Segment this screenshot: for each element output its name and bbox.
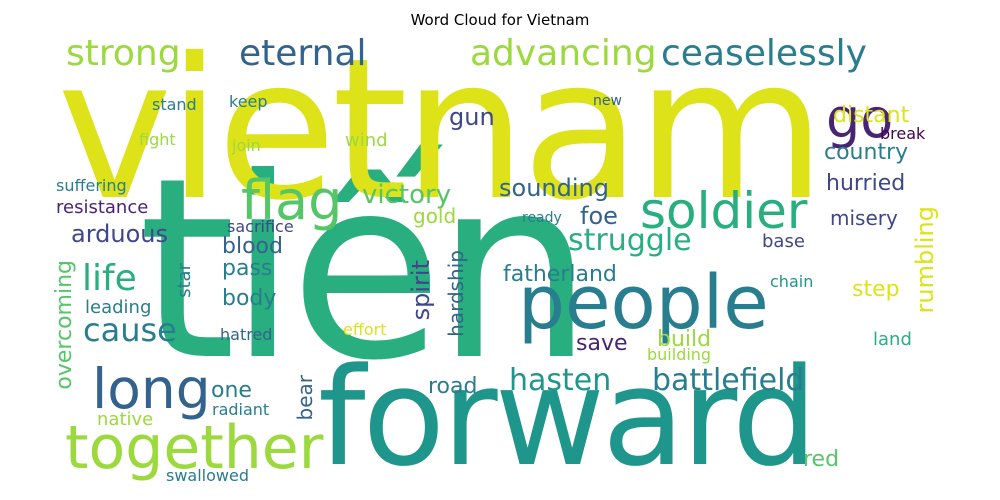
word-radiant: radiant xyxy=(212,400,270,419)
word-keep: keep xyxy=(229,92,268,111)
word-together: together xyxy=(65,413,324,483)
word-swallowed: swallowed xyxy=(166,466,249,485)
word-forward: forward xyxy=(318,339,818,496)
word-effort: effort xyxy=(343,320,387,339)
word-arduous: arduous xyxy=(71,220,168,248)
word-base: base xyxy=(762,231,805,252)
word-native: native xyxy=(97,409,154,430)
word-overcoming: overcoming xyxy=(52,260,77,390)
word-gold: gold xyxy=(413,204,457,228)
word-land: land xyxy=(873,329,912,350)
word-spirit: spirit xyxy=(407,260,435,321)
word-sacrifice: sacrifice xyxy=(227,217,294,236)
word-step: step xyxy=(852,277,900,302)
word-join: join xyxy=(232,136,261,155)
word-tien: tiến xyxy=(138,124,594,415)
word-hasten: hasten xyxy=(509,363,612,398)
word-body: body xyxy=(222,286,277,311)
word-sounding: sounding xyxy=(499,174,609,202)
word-gun: gun xyxy=(449,103,495,131)
word-fatherland: fatherland xyxy=(503,262,617,287)
word-vietnam: vietnam xyxy=(57,16,826,243)
word-star: star xyxy=(174,263,195,298)
word-hardship: hardship xyxy=(444,250,468,337)
word-build: build xyxy=(657,327,712,352)
word-country: country xyxy=(824,140,909,165)
word-pass: pass xyxy=(222,256,273,281)
word-flag: flag xyxy=(241,169,343,232)
word-break: break xyxy=(880,124,926,143)
word-people: people xyxy=(518,260,769,346)
word-stand: stand xyxy=(152,95,197,114)
word-eternal: eternal xyxy=(239,33,367,74)
chart-title: Word Cloud for Vietnam xyxy=(410,11,590,29)
word-leading: leading xyxy=(85,297,152,318)
word-ready: ready xyxy=(522,210,562,226)
word-struggle: struggle xyxy=(568,223,692,258)
word-red: red xyxy=(803,447,840,472)
word-new: new xyxy=(593,93,622,109)
word-go: go xyxy=(826,87,894,150)
word-wind: wind xyxy=(345,130,388,151)
word-bear: bear xyxy=(293,375,317,421)
word-rumbling: rumbling xyxy=(911,206,939,314)
word-hurried: hurried xyxy=(826,171,906,196)
word-fight: fight xyxy=(139,130,176,149)
word-foe: foe xyxy=(580,202,618,230)
word-long: long xyxy=(92,357,211,421)
word-ceaselessly: ceaselessly xyxy=(661,33,867,74)
word-misery: misery xyxy=(830,206,898,230)
word-one: one xyxy=(211,378,252,403)
word-blood: blood xyxy=(222,234,283,259)
word-victory: victory xyxy=(362,180,452,210)
word-soldier: soldier xyxy=(640,182,808,240)
word-cause: cause xyxy=(83,311,177,349)
word-road: road xyxy=(428,374,478,399)
word-battlefield: battlefield xyxy=(652,363,805,398)
word-advancing: advancing xyxy=(470,33,657,74)
word-resistance: resistance xyxy=(56,197,149,218)
word-building: building xyxy=(647,345,712,364)
word-hatred: hatred xyxy=(220,325,273,344)
word-save: save xyxy=(576,331,628,356)
word-chain: chain xyxy=(770,272,814,291)
word-strong: strong xyxy=(66,33,181,74)
word-distant: distant xyxy=(833,103,910,128)
word-suffering: suffering xyxy=(56,176,127,195)
word-life: life xyxy=(82,258,137,299)
